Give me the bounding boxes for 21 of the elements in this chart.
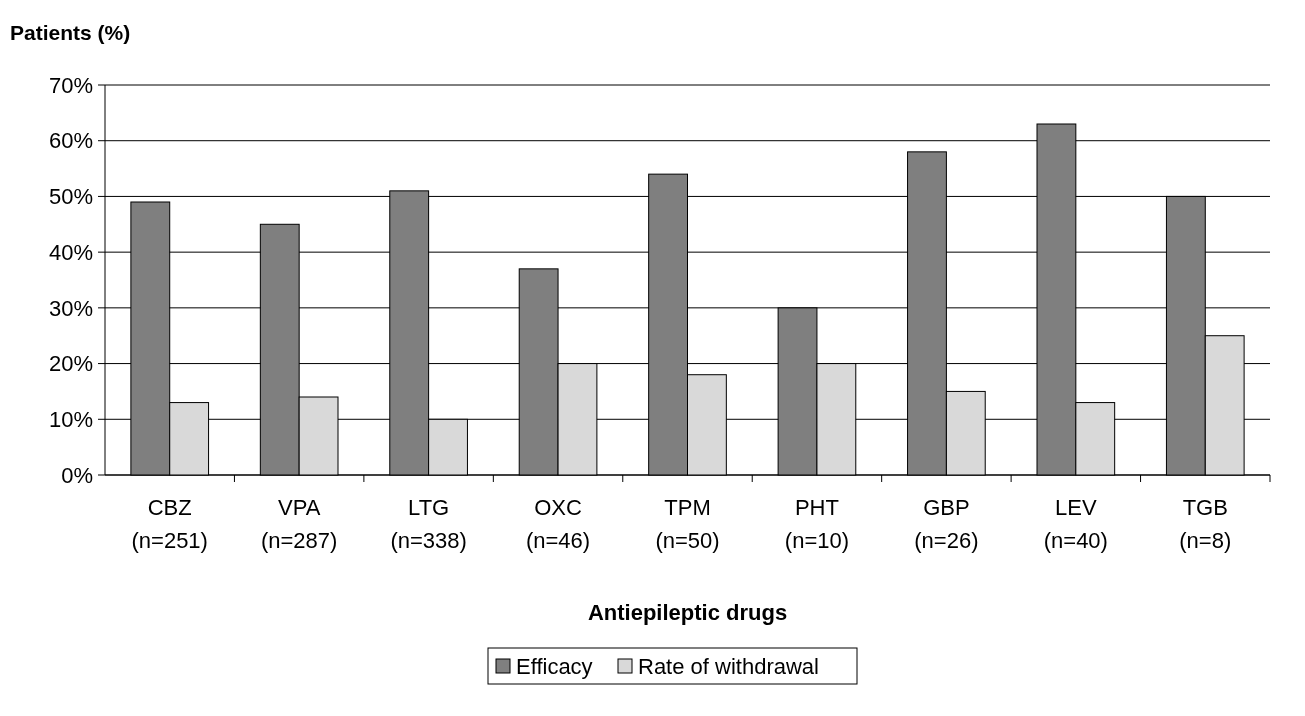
y-axis-title: Patients (%) [10, 21, 131, 44]
y-tick-label: 0% [61, 462, 93, 488]
x-tick-label: LEV (n=40) [1043, 495, 1108, 553]
x-tick-label: VPA (n=287) [260, 495, 338, 553]
x-tick-label: LTG (n=338) [390, 495, 467, 553]
legend-label: Efficacy [516, 653, 593, 679]
y-tick-label: 70% [48, 72, 93, 98]
y-tick-label: 20% [48, 351, 93, 377]
x-tick-label: GBP (n=26) [914, 495, 979, 553]
y-tick-label: 10% [48, 406, 93, 432]
x-tick-label: TGB (n=8) [1179, 495, 1232, 553]
y-tick-label: 30% [48, 295, 93, 321]
y-tick-label: 50% [48, 184, 93, 210]
y-tick-label: 60% [48, 128, 93, 154]
x-tick-label: TPM (n=50) [655, 495, 720, 553]
x-tick-label: PHT (n=10) [784, 495, 850, 553]
x-tick-label: CBZ (n=251) [131, 495, 208, 553]
y-tick-label: 40% [48, 239, 93, 265]
legend-label: Rate of withdrawal [638, 653, 819, 679]
x-axis-title: Antiepileptic drugs [587, 600, 788, 625]
x-tick-label: OXC (n=46) [525, 495, 591, 553]
